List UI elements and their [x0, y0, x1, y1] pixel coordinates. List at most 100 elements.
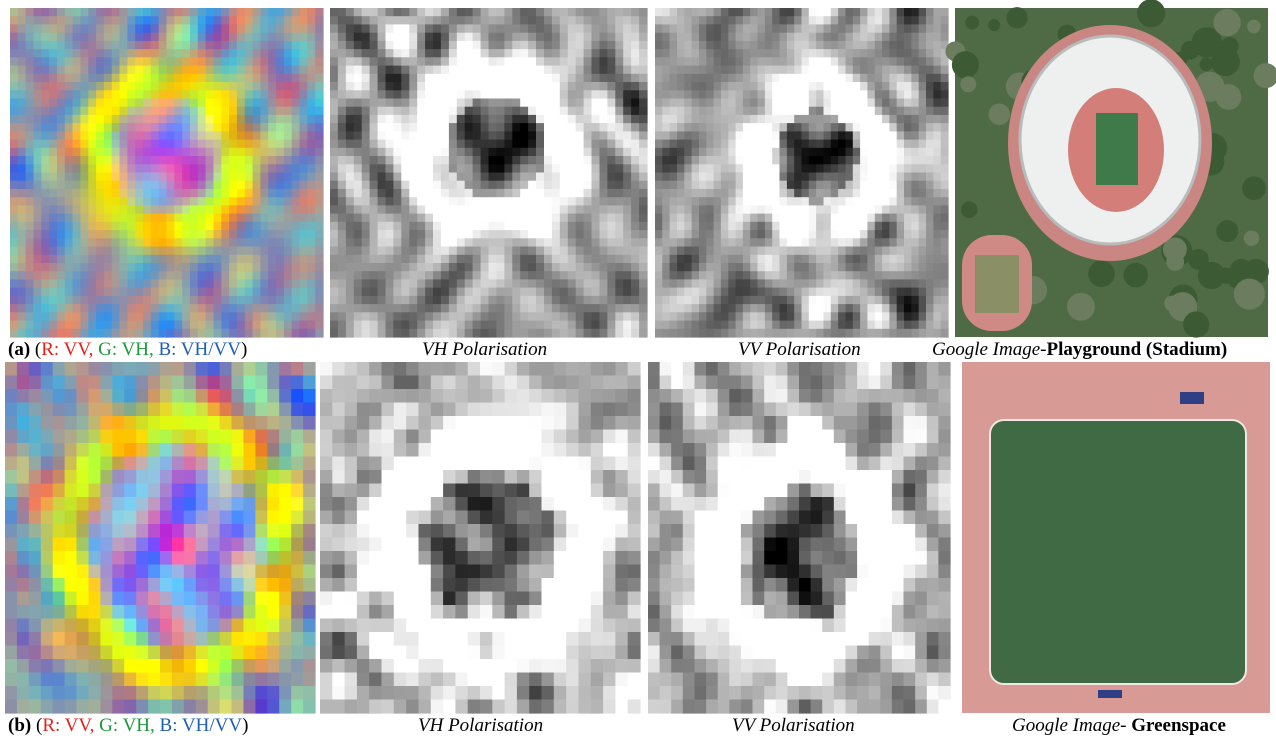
pixel [831, 255, 839, 264]
pixel [457, 197, 466, 206]
pixel [919, 115, 927, 124]
pixel [838, 214, 846, 223]
pixel [544, 296, 553, 305]
pixel [409, 238, 418, 247]
pixel [867, 164, 875, 173]
pixel [536, 131, 545, 140]
pixel [552, 90, 561, 99]
pixel [560, 247, 569, 256]
pixel [904, 107, 912, 116]
pixel [838, 238, 846, 247]
pixel [481, 279, 490, 288]
pixel [919, 222, 927, 231]
pixel [528, 222, 537, 231]
pixel [512, 230, 521, 239]
pixel [65, 673, 78, 687]
pixel [284, 131, 292, 140]
pixel [465, 164, 474, 173]
pixel [198, 82, 206, 91]
pixel [41, 90, 49, 99]
pixel [772, 148, 780, 157]
pixel [904, 164, 912, 173]
pixel [592, 107, 601, 116]
pixel [736, 271, 744, 280]
pixel [528, 321, 537, 330]
pixel [473, 164, 482, 173]
pixel [536, 107, 545, 116]
pixel [831, 279, 839, 288]
pixel [268, 255, 276, 264]
pixel [300, 140, 308, 149]
pixel [838, 107, 846, 116]
pixel [743, 181, 751, 190]
pixel [151, 140, 159, 149]
pixel [592, 238, 601, 247]
pixel [655, 255, 663, 264]
pixel [623, 33, 632, 42]
pixel [167, 90, 175, 99]
pixel [441, 222, 450, 231]
pixel [17, 511, 30, 525]
pixel [300, 173, 308, 182]
pixel [338, 181, 347, 190]
pixel [370, 189, 379, 198]
pixel [433, 238, 442, 247]
pixel [758, 16, 766, 25]
pixel [401, 312, 410, 321]
pixel [860, 329, 868, 338]
pixel [584, 49, 593, 58]
pixel [576, 8, 585, 17]
pixel [816, 131, 824, 140]
pixel [378, 279, 387, 288]
pixel [926, 296, 934, 305]
pixel [284, 304, 292, 313]
pixel [174, 115, 182, 124]
pixel [300, 131, 308, 140]
pixel [17, 538, 30, 552]
pixel [182, 33, 190, 42]
pixel [354, 16, 363, 25]
pixel [457, 131, 466, 140]
pixel [174, 99, 182, 108]
pixel [520, 312, 529, 321]
pixel [112, 247, 120, 256]
pixel [765, 321, 773, 330]
pixel [457, 99, 466, 108]
pixel [846, 115, 854, 124]
pixel [607, 74, 616, 83]
pixel [882, 296, 890, 305]
pixel [662, 255, 670, 264]
pixel [330, 271, 339, 280]
pixel [846, 33, 854, 42]
pixel [714, 57, 722, 66]
pixel [198, 312, 206, 321]
pixel [875, 304, 883, 313]
pixel [229, 271, 237, 280]
pixel [354, 304, 363, 313]
pixel [159, 288, 167, 297]
pixel [190, 57, 198, 66]
pixel [260, 90, 268, 99]
pixel [409, 329, 418, 338]
pixel [89, 443, 102, 457]
pixel [684, 131, 692, 140]
pixel [65, 24, 73, 33]
pixel [307, 123, 315, 132]
pixel [307, 82, 315, 91]
pixel [237, 99, 245, 108]
pixel [292, 115, 300, 124]
pixel [933, 115, 941, 124]
pixel [41, 524, 54, 538]
pixel [504, 214, 513, 223]
pixel [346, 271, 355, 280]
pixel [772, 189, 780, 198]
pixel [80, 214, 88, 223]
pixel [600, 107, 609, 116]
pixel [512, 16, 521, 25]
pixel [29, 673, 42, 687]
pixel [354, 321, 363, 330]
pixel [481, 90, 490, 99]
pixel [780, 148, 788, 157]
pixel [794, 66, 802, 75]
pixel [897, 33, 905, 42]
